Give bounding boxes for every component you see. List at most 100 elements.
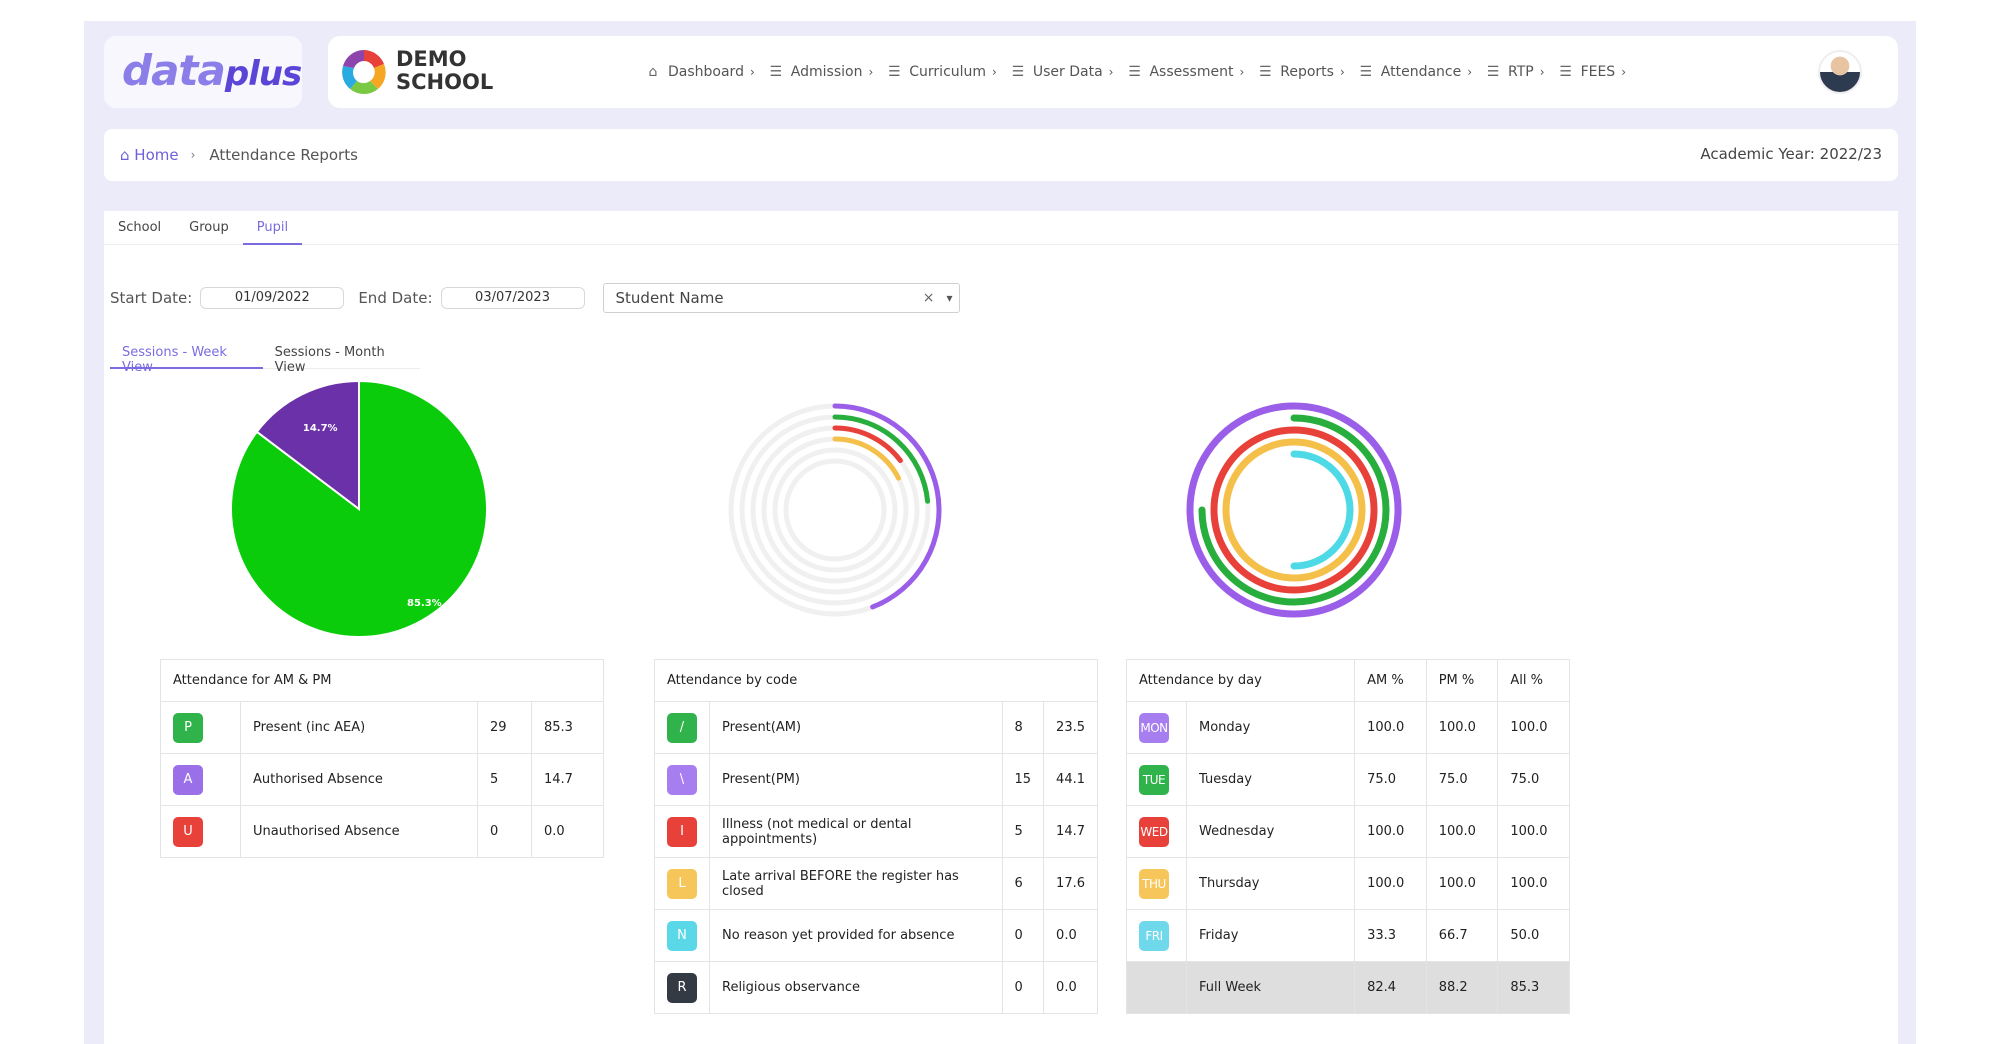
- row-label: Unauthorised Absence: [240, 805, 478, 858]
- row-am: 100.0: [1354, 805, 1427, 858]
- nav-reports[interactable]: ☰ Reports ›: [1258, 64, 1345, 80]
- nav-attendance[interactable]: ☰ Attendance ›: [1359, 64, 1473, 80]
- tab-school[interactable]: School: [118, 220, 162, 235]
- filter-bar: Start Date: 01/09/2022 End Date: 03/07/2…: [110, 283, 960, 313]
- row-percent: 0.0: [1043, 961, 1098, 1014]
- breadcrumb: ⌂ Home › Attendance Reports: [120, 146, 358, 164]
- pie-label-1: 14.7%: [303, 423, 338, 434]
- row-label: No reason yet provided for absence: [709, 909, 1003, 962]
- row-count: 0: [477, 805, 532, 858]
- chart-area: 85.3% 14.7% Attendance for AM & PM P Pres…: [104, 379, 1898, 1044]
- attendance-day-radial-chart: [1186, 402, 1402, 618]
- menu-icon: ☰: [1011, 64, 1025, 80]
- table-total-row: Full Week 82.4 88.2 85.3: [1126, 961, 1570, 1014]
- row-count: 0: [1001, 909, 1045, 962]
- day-badge: MON: [1139, 712, 1169, 743]
- row-label: Monday: [1185, 701, 1356, 754]
- row-all: 100.0: [1497, 857, 1570, 910]
- row-percent: 23.5: [1043, 701, 1098, 754]
- row-count: 15: [1001, 753, 1045, 806]
- row-am: 75.0: [1354, 753, 1427, 806]
- table-row: U Unauthorised Absence 0 0.0: [160, 805, 604, 858]
- menu-icon: ☰: [769, 64, 783, 80]
- code-badge: I: [667, 816, 697, 847]
- chevron-right-icon: ›: [1339, 65, 1345, 79]
- total-label: Full Week: [1185, 961, 1356, 1014]
- pie-slice-1: [255, 379, 360, 512]
- row-percent: 14.7: [531, 753, 604, 806]
- row-all: 100.0: [1497, 805, 1570, 858]
- radial-bar-0: [832, 403, 942, 610]
- row-count: 5: [1001, 805, 1045, 858]
- nav-curriculum[interactable]: ☰ Curriculum ›: [887, 64, 997, 80]
- end-date-input[interactable]: 03/07/2023: [440, 287, 585, 309]
- row-percent: 0.0: [531, 805, 604, 858]
- logo-main-text: data: [122, 46, 226, 95]
- user-avatar[interactable]: [1818, 50, 1862, 94]
- day-badge: FRI: [1139, 920, 1169, 951]
- row-label: Late arrival BEFORE the register has clo…: [709, 857, 1003, 910]
- col-header-am: AM %: [1354, 659, 1427, 702]
- radial-bar-1: [832, 414, 931, 504]
- table-row: \ Present(PM) 15 44.1: [654, 753, 1098, 806]
- row-label: Religious observance: [709, 961, 1003, 1014]
- attendance-code-radial-chart: [728, 403, 942, 617]
- table-row: A Authorised Absence 5 14.7: [160, 753, 604, 806]
- report-content: School Group Pupil Start Date: 01/09/202…: [104, 211, 1898, 1044]
- school-name: DEMO SCHOOL: [396, 47, 494, 94]
- tab-group[interactable]: Group: [189, 220, 229, 235]
- report-tabs: School Group Pupil: [104, 211, 1898, 245]
- chevron-right-icon: ›: [1539, 65, 1545, 79]
- row-all: 50.0: [1497, 909, 1570, 962]
- chevron-right-icon: ›: [1108, 65, 1114, 79]
- total-pm: 88.2: [1425, 961, 1499, 1014]
- menu-icon: ☰: [1486, 64, 1500, 80]
- radial-bar-2: [832, 425, 903, 464]
- start-date-label: Start Date:: [110, 289, 193, 307]
- day-badge: TUE: [1139, 764, 1169, 795]
- day-badge: WED: [1139, 816, 1169, 847]
- table-row: P Present (inc AEA) 29 85.3: [160, 701, 604, 754]
- row-am: 33.3: [1354, 909, 1427, 962]
- row-label: Present(AM): [709, 701, 1003, 754]
- nav-fees[interactable]: ☰ FEES ›: [1559, 64, 1627, 80]
- col-header-pm: PM %: [1425, 659, 1499, 702]
- breadcrumb-bar: ⌂ Home › Attendance Reports Academic Yea…: [104, 129, 1898, 181]
- nav-rtp[interactable]: ☰ RTP ›: [1486, 64, 1545, 80]
- row-label: Present (inc AEA): [240, 701, 478, 754]
- tab-month-view[interactable]: Sessions - Month View: [274, 345, 385, 375]
- breadcrumb-current: Attendance Reports: [209, 146, 358, 164]
- tab-pupil[interactable]: Pupil: [242, 211, 303, 245]
- nav-user-data[interactable]: ☰ User Data ›: [1011, 64, 1114, 80]
- nav-assessment[interactable]: ☰ Assessment ›: [1128, 64, 1245, 80]
- row-percent: 85.3: [531, 701, 604, 754]
- row-percent: 14.7: [1043, 805, 1098, 858]
- row-label: Authorised Absence: [240, 753, 478, 806]
- radial-bar-0: [1186, 402, 1402, 618]
- breadcrumb-home[interactable]: ⌂ Home: [120, 146, 179, 164]
- row-pm: 66.7: [1425, 909, 1499, 962]
- table-title: Attendance by code: [654, 659, 1098, 702]
- student-select-value: Student Name: [615, 289, 724, 307]
- start-date-input[interactable]: 01/09/2022: [200, 287, 345, 309]
- table-attendance-by-code: Attendance by code / Present(AM) 8 23.5 …: [654, 659, 1098, 1014]
- table-row: MON Monday 100.0 100.0 100.0: [1126, 701, 1570, 754]
- radial-track-5: [783, 458, 887, 562]
- table-row: / Present(AM) 8 23.5: [654, 701, 1098, 754]
- chevron-down-icon[interactable]: ▾: [946, 291, 953, 305]
- clear-icon[interactable]: ×: [922, 290, 935, 306]
- menu-icon: ☰: [1258, 64, 1272, 80]
- code-badge: /: [667, 712, 697, 743]
- table-row: FRI Friday 33.3 66.7 50.0: [1126, 909, 1570, 962]
- nav-admission[interactable]: ☰ Admission ›: [769, 64, 874, 80]
- chevron-right-icon: ›: [992, 65, 997, 79]
- row-count: 0: [1001, 961, 1045, 1014]
- row-label: Friday: [1185, 909, 1356, 962]
- nav-dashboard[interactable]: ⌂ Dashboard ›: [646, 64, 755, 80]
- row-count: 29: [477, 701, 532, 754]
- student-select[interactable]: Student Name × ▾: [602, 283, 960, 313]
- dataplus-logo[interactable]: dataplus: [104, 36, 302, 108]
- menu-icon: ☰: [887, 64, 901, 80]
- tab-week-view[interactable]: Sessions - Week View: [110, 337, 263, 375]
- row-all: 75.0: [1497, 753, 1570, 806]
